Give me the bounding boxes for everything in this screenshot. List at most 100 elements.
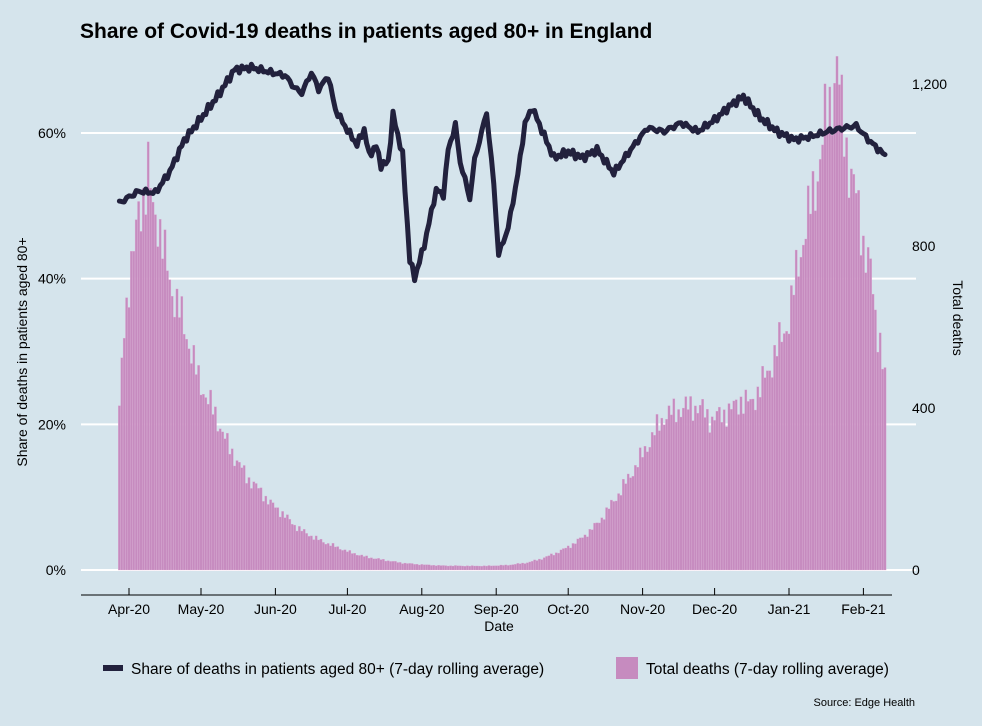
- death-bar: [497, 565, 500, 571]
- death-bar: [763, 377, 767, 571]
- death-bar: [842, 156, 846, 571]
- death-bar: [161, 258, 164, 571]
- death-bar: [223, 438, 227, 571]
- death-bar: [130, 251, 133, 571]
- death-bar: [504, 564, 508, 571]
- death-bar: [785, 331, 788, 571]
- death-bar: [806, 185, 810, 571]
- death-bar: [566, 545, 570, 571]
- death-bar: [276, 507, 280, 571]
- death-bar: [571, 543, 575, 571]
- death-bar: [775, 356, 779, 571]
- death-bar: [730, 409, 733, 571]
- death-bar: [617, 493, 620, 571]
- death-bar: [350, 553, 354, 571]
- death-bar: [281, 511, 284, 571]
- y-left-tick-label: 0%: [46, 562, 66, 578]
- death-bar: [744, 389, 748, 571]
- death-bar: [787, 333, 791, 571]
- death-bar: [672, 398, 676, 571]
- death-bar: [811, 171, 815, 571]
- death-bar: [670, 414, 673, 571]
- death-bar: [305, 533, 308, 571]
- death-bar: [737, 414, 740, 571]
- death-bar: [144, 214, 148, 571]
- death-bar: [526, 562, 529, 571]
- death-bar: [559, 549, 563, 571]
- death-bar: [362, 556, 366, 571]
- death-bar: [228, 454, 232, 571]
- death-bar: [718, 406, 721, 571]
- death-bar: [235, 460, 239, 571]
- death-bar: [816, 181, 820, 571]
- death-bar: [182, 334, 186, 571]
- death-bar: [437, 565, 440, 571]
- death-bar: [199, 394, 203, 571]
- death-bar: [859, 255, 863, 571]
- death-bar: [636, 467, 640, 571]
- death-bar: [192, 345, 196, 571]
- death-bar: [314, 535, 318, 571]
- death-bar: [823, 83, 827, 571]
- death-bar: [221, 431, 224, 571]
- death-bar: [468, 565, 472, 571]
- death-bar: [710, 416, 714, 571]
- death-bar: [168, 279, 172, 571]
- death-bar: [720, 422, 724, 571]
- legend-bar-swatch: [616, 657, 638, 679]
- death-bar: [799, 257, 803, 571]
- death-bar: [254, 483, 258, 571]
- death-bar: [631, 476, 635, 571]
- death-bar: [758, 397, 762, 571]
- death-bar: [190, 363, 193, 571]
- death-bar: [838, 84, 841, 571]
- death-bar: [578, 537, 582, 571]
- legend: Share of deaths in patients aged 80+ (7-…: [103, 657, 889, 679]
- death-bar: [170, 296, 174, 571]
- death-bar: [583, 534, 587, 571]
- death-bar: [442, 565, 445, 571]
- death-bar: [209, 389, 212, 571]
- y-left-ticks: 0% 20% 40% 60%: [38, 125, 66, 578]
- death-bar: [475, 565, 479, 571]
- death-bar: [588, 529, 592, 571]
- x-tick-label: Oct-20: [547, 601, 589, 617]
- death-bar: [607, 508, 611, 571]
- x-axis-ticks: Apr-20 May-20 Jun-20 Jul-20 Aug-20 Sep-20 Oct-…: [108, 588, 886, 617]
- legend-line-label: Share of deaths in patients aged 80+ (7-…: [131, 661, 544, 678]
- death-bar: [540, 559, 544, 571]
- death-bar: [312, 539, 316, 571]
- death-bar: [852, 174, 856, 571]
- death-bar: [214, 406, 217, 571]
- death-bar: [610, 499, 613, 571]
- y-left-tick-label: 20%: [38, 416, 66, 432]
- death-bar: [293, 524, 296, 571]
- death-bar: [622, 478, 625, 571]
- death-bar: [394, 561, 397, 571]
- death-bar: [382, 559, 385, 571]
- death-bar: [367, 558, 371, 571]
- death-bar: [149, 188, 152, 571]
- death-bar: [127, 307, 131, 571]
- death-bar: [319, 538, 323, 571]
- death-bar: [542, 557, 546, 571]
- death-bar: [444, 565, 448, 571]
- death-bar: [660, 417, 664, 571]
- death-bar: [665, 419, 668, 571]
- death-bar: [677, 409, 680, 571]
- death-bar: [869, 258, 872, 571]
- death-bar: [552, 555, 556, 571]
- death-bar: [432, 565, 436, 571]
- death-bar: [499, 564, 503, 571]
- death-bar: [158, 219, 162, 571]
- death-bar: [470, 565, 474, 571]
- death-bar: [797, 276, 800, 571]
- death-bar: [569, 547, 572, 571]
- death-bar: [682, 407, 685, 571]
- death-bar: [780, 341, 784, 571]
- death-bar: [286, 514, 289, 571]
- death-bar: [156, 246, 160, 571]
- death-bar: [132, 251, 136, 571]
- death-bar: [605, 507, 608, 571]
- death-bar: [226, 433, 229, 571]
